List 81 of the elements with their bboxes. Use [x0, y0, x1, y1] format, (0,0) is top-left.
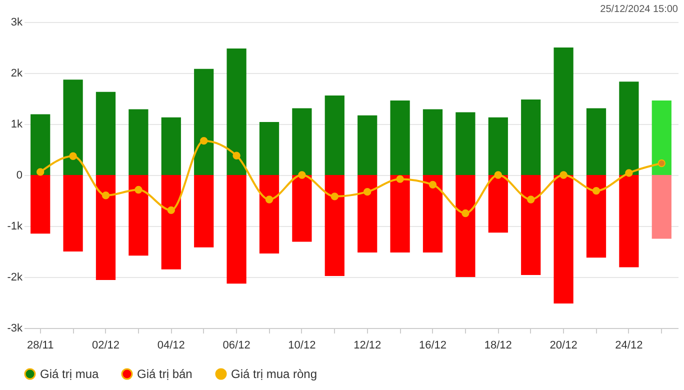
point: [625, 169, 633, 177]
bar: [259, 175, 280, 254]
bar: [30, 114, 50, 175]
bar: [422, 109, 443, 175]
point: [363, 188, 372, 196]
bar: [390, 100, 410, 175]
y-tick-label: 3k: [10, 16, 23, 28]
bar: [488, 117, 508, 175]
x-tick-label: 12/12: [354, 340, 382, 352]
bar: [63, 80, 83, 175]
bar: [652, 100, 672, 175]
bar: [226, 175, 246, 284]
bar: [456, 112, 476, 175]
bar: [586, 108, 606, 175]
x-tick-label: 16/12: [418, 340, 447, 352]
bar: [521, 175, 541, 275]
bar: [554, 175, 574, 304]
y-tick-label: 1k: [10, 118, 23, 130]
point: [526, 196, 535, 204]
point: [396, 175, 404, 183]
bar: [358, 115, 378, 175]
y-tick-label: -2k: [7, 272, 23, 284]
bar: [259, 122, 280, 175]
point: [330, 192, 339, 200]
point: [69, 152, 77, 160]
bar: [161, 175, 181, 270]
legend-label: Giá trị mua: [40, 367, 100, 381]
bar: [128, 109, 148, 175]
bar: [30, 175, 50, 234]
point: [298, 171, 306, 179]
bar: [324, 175, 344, 276]
x-tick-label: 24/12: [615, 340, 643, 352]
bar: [194, 175, 214, 248]
y-tick-label: 2k: [10, 68, 23, 80]
text: 25/12/2024 15:00: [600, 4, 678, 15]
bar: [488, 175, 508, 233]
bar: [96, 175, 116, 280]
bar: [128, 175, 148, 256]
bar: [422, 175, 443, 253]
point: [592, 186, 600, 195]
bar: [456, 175, 476, 277]
bar: [521, 100, 541, 175]
bar: [554, 48, 574, 175]
x-tick-label: 20/12: [550, 340, 578, 352]
bar: [161, 117, 181, 175]
legend-label: Giá trị bán: [137, 367, 192, 381]
point: [102, 192, 110, 200]
bar: [586, 175, 606, 258]
point: [560, 171, 568, 179]
legend-label: Giá trị mua ròng: [231, 367, 318, 381]
x-tick-label: 28/11: [26, 340, 54, 352]
bar: [292, 108, 312, 175]
bar: [619, 175, 639, 268]
x-tick-label: 04/12: [157, 340, 185, 352]
x-tick-label: 02/12: [92, 340, 120, 352]
bar: [324, 95, 344, 175]
bar: [226, 48, 246, 175]
point: [200, 136, 208, 145]
bar: [358, 175, 378, 253]
point: [494, 171, 502, 179]
x-tick-label: 18/12: [484, 340, 512, 352]
bar: [194, 68, 214, 175]
bar: [292, 175, 312, 242]
y-tick-label: -1k: [7, 220, 23, 232]
bar: [63, 175, 83, 252]
x-tick-label: 10/12: [288, 340, 316, 352]
point: [658, 159, 666, 168]
bar: [390, 175, 410, 253]
point: [428, 180, 437, 189]
y-tick-label: 0: [16, 170, 22, 182]
point: [232, 152, 240, 160]
point: [134, 186, 142, 194]
point: [167, 206, 176, 214]
point: [36, 168, 44, 176]
x-tick-label: 06/12: [222, 340, 250, 352]
point: [462, 209, 470, 218]
bar: [652, 175, 672, 239]
bar: [619, 82, 639, 175]
point: [265, 196, 274, 204]
y-tick-label: -3k: [7, 322, 23, 334]
bar: [96, 92, 116, 175]
